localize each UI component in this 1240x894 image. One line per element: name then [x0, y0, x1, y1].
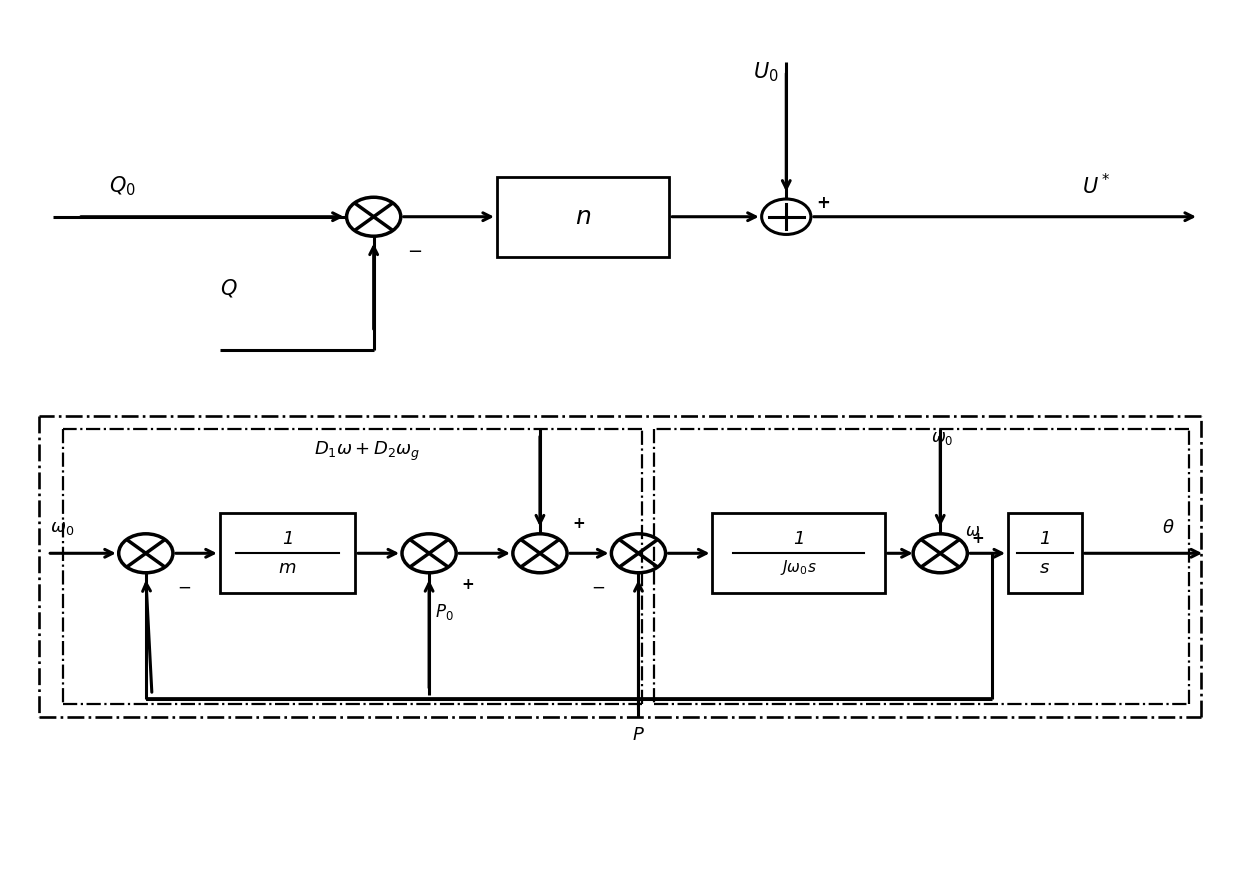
Text: $Q_0$: $Q_0$	[109, 174, 135, 198]
Bar	[497, 177, 670, 257]
Text: 1: 1	[792, 530, 805, 548]
Text: $J\omega_0 s$: $J\omega_0 s$	[780, 558, 817, 578]
Text: $\omega_0$: $\omega_0$	[50, 519, 74, 537]
Text: $\omega$: $\omega$	[965, 522, 980, 540]
Text: $s$: $s$	[1039, 559, 1050, 577]
Text: $n$: $n$	[575, 205, 591, 229]
Text: $\theta$: $\theta$	[1162, 519, 1174, 537]
Text: $-$: $-$	[591, 578, 605, 595]
Text: $-$: $-$	[176, 578, 191, 595]
Text: 1: 1	[1039, 530, 1050, 548]
Bar	[1008, 513, 1081, 593]
Text: $P_0$: $P_0$	[435, 602, 454, 622]
Text: $D_1\omega+D_2\omega_g$: $D_1\omega+D_2\omega_g$	[314, 440, 420, 463]
Text: $U_0$: $U_0$	[753, 60, 779, 84]
Text: +: +	[572, 516, 585, 531]
Text: $Q$: $Q$	[219, 276, 237, 299]
Text: $\omega_0$: $\omega_0$	[931, 429, 954, 447]
Text: +: +	[971, 531, 983, 545]
Text: $-$: $-$	[407, 240, 422, 258]
Text: $m$: $m$	[278, 559, 296, 577]
Text: +: +	[461, 578, 474, 592]
Text: 1: 1	[281, 530, 293, 548]
Text: +: +	[816, 194, 830, 213]
Text: $U^*$: $U^*$	[1081, 173, 1111, 198]
Text: $P$: $P$	[632, 726, 645, 744]
Bar	[219, 513, 355, 593]
Bar	[712, 513, 885, 593]
